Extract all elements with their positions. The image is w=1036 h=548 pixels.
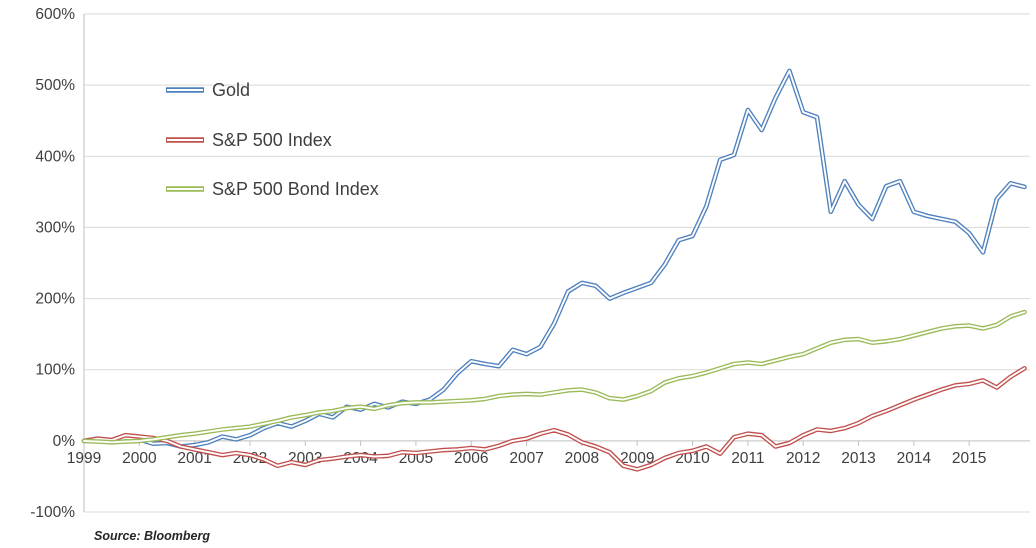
s-p-500-bond-index-line-outer — [81, 309, 1027, 445]
legend-label-s-p-500-bond-index: S&P 500 Bond Index — [212, 179, 379, 199]
x-tick-label: 2015 — [952, 450, 986, 467]
x-tick-label: 2008 — [565, 450, 599, 467]
legend-label-s-p-500-index: S&P 500 Index — [212, 130, 332, 150]
x-axis-labels: 1999 2000 2001 2002 2003 2004 2005 2006 2007 2008… — [67, 440, 986, 467]
x-tick-label: 2014 — [897, 450, 932, 467]
gold-line-core — [83, 69, 1026, 448]
y-tick-label: 400% — [35, 148, 75, 165]
y-tick-label: 200% — [35, 291, 75, 308]
s-p-500-bond-index-line-core — [83, 311, 1026, 444]
x-tick-label: 2006 — [454, 450, 488, 467]
x-tick-label: 2012 — [786, 450, 820, 467]
y-axis-labels: 600% 500% 400% 300% 200% 100% 0% -100% — [30, 6, 75, 521]
gold-series — [81, 68, 1027, 449]
x-tick-label: 2013 — [841, 450, 875, 467]
y-tick-label: 0% — [53, 433, 76, 450]
x-tick-label: 1999 — [67, 450, 101, 467]
x-tick-label: 2011 — [731, 450, 764, 467]
s-p-500-bond-index-series — [81, 309, 1027, 445]
gridlines — [84, 13, 1030, 513]
legend-item-s-p-500-index: S&P 500 Index — [166, 130, 332, 150]
x-tick-label: 2001 — [177, 450, 211, 467]
x-tick-label: 2000 — [122, 450, 157, 467]
s-p-500-index-line-core — [83, 367, 1026, 471]
x-tick-label: 2007 — [509, 450, 543, 467]
legend-label-gold: Gold — [212, 80, 250, 100]
s-p-500-index-series — [81, 366, 1027, 472]
source-note: Source: Bloomberg — [94, 529, 210, 543]
y-tick-label: 300% — [35, 219, 75, 236]
y-tick-label: -100% — [30, 504, 75, 521]
y-tick-label: 500% — [35, 77, 75, 94]
legend-item-gold: Gold — [166, 80, 250, 100]
y-tick-label: 100% — [35, 362, 75, 379]
legend: Gold S&P 500 Index S&P 500 Bond Index — [166, 80, 379, 199]
gold-line-outer — [81, 68, 1027, 449]
x-tick-label: 2009 — [620, 450, 654, 467]
legend-item-s-p-500-bond-index: S&P 500 Bond Index — [166, 179, 379, 199]
y-tick-label: 600% — [35, 6, 75, 23]
